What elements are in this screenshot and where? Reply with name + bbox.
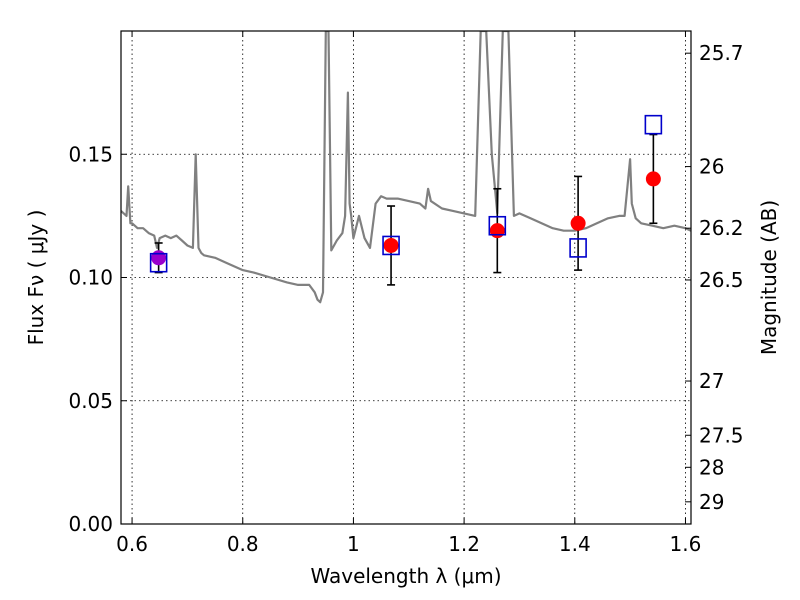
ticks: 0.6 0.8 1 1.2 1.4 1.6 0.00 0.05 0.10 0.15 25.7 26 26… xyxy=(68,31,744,556)
y2-tick-label: 29 xyxy=(699,490,724,514)
y-tick-label: 0.00 xyxy=(68,512,113,536)
x-tick-label: 1 xyxy=(347,532,360,556)
observed-point xyxy=(489,223,505,239)
y-tick-label: 0.05 xyxy=(68,389,113,413)
y2-tick-label: 26 xyxy=(699,155,724,179)
y2-tick-label: 27 xyxy=(699,369,724,393)
model-photometry-square xyxy=(382,235,400,256)
y-tick-label: 0.15 xyxy=(68,142,113,166)
observed-point xyxy=(383,237,399,253)
model-photometry-squares xyxy=(149,114,663,273)
x-tick-label: 1.4 xyxy=(559,532,591,556)
y2-axis-label: Magnitude (AB) xyxy=(757,200,781,355)
model-spectrum-line xyxy=(121,31,691,304)
y2-tick-label: 27.5 xyxy=(699,423,744,447)
observed-points xyxy=(151,171,661,266)
observed-point xyxy=(570,215,586,231)
grid xyxy=(121,31,691,525)
errorbars xyxy=(154,133,658,286)
x-tick-label: 0.8 xyxy=(227,532,259,556)
y2-tick-label: 25.7 xyxy=(699,41,744,65)
model-photometry-square xyxy=(644,114,663,135)
model-photometry-square xyxy=(569,238,587,258)
x-tick-label: 1.2 xyxy=(448,532,480,556)
x-tick-label: 0.6 xyxy=(116,532,148,556)
y2-tick-label: 28 xyxy=(699,455,724,479)
model-spectrum xyxy=(121,31,691,304)
y2-tick-label: 26.2 xyxy=(699,216,744,240)
y2-tick-label: 26.5 xyxy=(699,268,744,292)
model-photometry-square xyxy=(488,215,507,236)
y-axis-label: Flux Fν ( μJy ) xyxy=(24,210,48,346)
x-tick-label: 1.6 xyxy=(670,532,702,556)
observed-point xyxy=(151,250,167,266)
y-tick-label: 0.10 xyxy=(68,266,113,290)
observed-point xyxy=(645,171,661,187)
model-photometry-square xyxy=(149,252,168,273)
x-axis-label: Wavelength λ (μm) xyxy=(310,564,501,588)
